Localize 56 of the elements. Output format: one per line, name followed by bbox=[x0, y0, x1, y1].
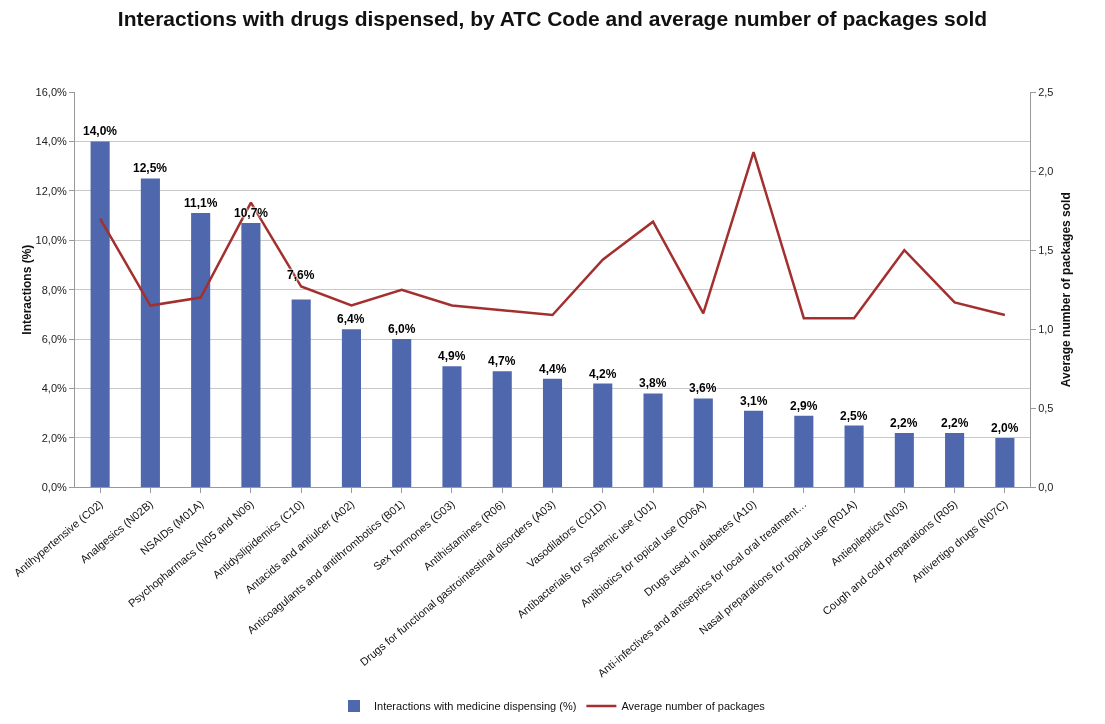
y-tick-label: 10,0% bbox=[35, 234, 68, 247]
bar bbox=[945, 433, 965, 488]
data-label: 11,1% bbox=[184, 196, 218, 210]
y-tick-label: 4,0% bbox=[41, 382, 68, 395]
y2-tick-label: 2,5 bbox=[1038, 85, 1054, 98]
bar bbox=[241, 222, 261, 488]
bar bbox=[643, 393, 663, 488]
bar bbox=[140, 178, 160, 488]
data-label: 6,0% bbox=[388, 322, 416, 336]
data-label: 12,5% bbox=[133, 161, 168, 175]
legend-label: Average number of packages bbox=[621, 700, 766, 713]
y-tick-label: 12,0% bbox=[35, 184, 68, 197]
bar bbox=[794, 415, 814, 488]
y-tick-label: 6,0% bbox=[41, 332, 68, 345]
bar bbox=[442, 366, 462, 488]
data-label: 6,4% bbox=[337, 312, 365, 326]
bar bbox=[693, 398, 713, 488]
bar bbox=[542, 378, 563, 488]
data-label: 3,1% bbox=[740, 394, 768, 408]
y2-tick-label: 0,0 bbox=[1038, 481, 1054, 494]
data-label: 3,8% bbox=[639, 376, 667, 390]
bar bbox=[191, 213, 211, 488]
bar bbox=[90, 141, 110, 488]
bar bbox=[492, 371, 512, 488]
data-label: 4,2% bbox=[589, 367, 617, 381]
data-label: 4,9% bbox=[438, 349, 466, 363]
bar bbox=[844, 425, 864, 488]
y-axis-title: Interactions (%) bbox=[19, 244, 34, 335]
y2-tick-label: 1,5 bbox=[1038, 244, 1054, 256]
data-label: 2,9% bbox=[790, 399, 818, 413]
bar bbox=[593, 383, 613, 488]
data-label: 3,6% bbox=[689, 381, 717, 395]
y2-tick-label: 0,5 bbox=[1038, 402, 1054, 415]
bar bbox=[744, 410, 764, 488]
bar bbox=[995, 437, 1015, 488]
y-tick-label: 16,0% bbox=[35, 85, 68, 98]
y2-tick-label: 1,0 bbox=[1038, 323, 1054, 336]
data-label: 2,5% bbox=[840, 409, 868, 423]
y-tick-label: 2,0% bbox=[41, 431, 68, 444]
legend-label: Interactions with medicine dispensing (%) bbox=[374, 700, 577, 713]
bar bbox=[894, 433, 914, 488]
y2-axis-title: Average number of packages sold bbox=[1059, 192, 1073, 388]
bar bbox=[341, 329, 361, 488]
y-tick-label: 0,0% bbox=[41, 481, 68, 494]
y-tick-label: 8,0% bbox=[41, 283, 68, 296]
y2-tick-label: 2,0 bbox=[1038, 164, 1054, 177]
data-label: 14,0% bbox=[83, 124, 118, 138]
bar bbox=[291, 299, 311, 488]
data-label: 4,7% bbox=[488, 354, 516, 368]
data-label: 2,0% bbox=[991, 421, 1019, 435]
chart-title: Interactions with drugs dispensed, by ATC Code and average number of packages sold bbox=[117, 6, 988, 30]
data-label: 2,2% bbox=[890, 416, 918, 430]
y-tick-label: 14,0% bbox=[35, 135, 68, 148]
bar bbox=[392, 339, 412, 488]
data-label: 2,2% bbox=[941, 416, 969, 430]
data-label: 4,4% bbox=[539, 362, 567, 376]
